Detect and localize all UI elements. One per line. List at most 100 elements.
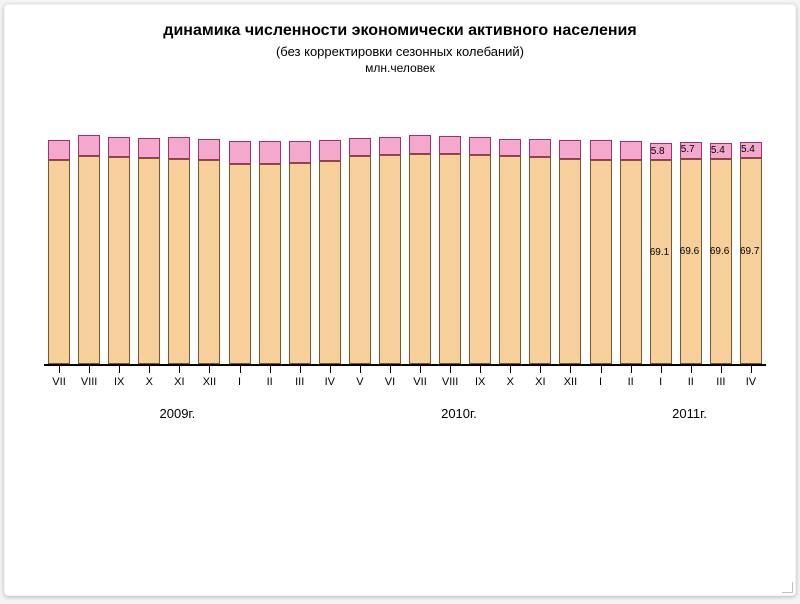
bar-segment-top bbox=[168, 137, 190, 159]
x-tick bbox=[360, 366, 361, 373]
bar-segment-bottom bbox=[138, 158, 160, 364]
bar bbox=[439, 136, 461, 364]
bar-segment-top bbox=[409, 135, 431, 154]
x-tick bbox=[691, 366, 692, 373]
bar-segment-top bbox=[229, 141, 251, 164]
x-axis-label: VII bbox=[44, 376, 74, 388]
x-axis-label: V bbox=[345, 376, 375, 388]
x-axis-label: I bbox=[646, 376, 676, 388]
chart-header: динамика численности экономически активн… bbox=[4, 22, 796, 75]
x-axis-label: X bbox=[495, 376, 525, 388]
bar-segment-bottom bbox=[469, 155, 491, 364]
bar bbox=[198, 139, 220, 364]
x-tick bbox=[661, 366, 662, 373]
x-tick bbox=[270, 366, 271, 373]
x-axis-label: XII bbox=[194, 376, 224, 388]
bar-segment-bottom bbox=[650, 160, 672, 364]
bar-segment-top bbox=[138, 138, 160, 159]
bar bbox=[379, 137, 401, 364]
x-axis-label: I bbox=[225, 376, 255, 388]
x-tick bbox=[450, 366, 451, 373]
x-tick bbox=[89, 366, 90, 373]
bar-segment-top bbox=[198, 139, 220, 160]
bar-segment-top bbox=[289, 141, 311, 163]
bar bbox=[409, 135, 431, 364]
bar-segment-top bbox=[499, 139, 521, 156]
bar bbox=[590, 140, 612, 364]
year-labels-row: 2009г.2010г.2011г. bbox=[44, 406, 766, 428]
bar-segment-top bbox=[319, 140, 341, 161]
x-axis-label: III bbox=[285, 376, 315, 388]
bar-segment-top bbox=[108, 137, 130, 157]
x-axis-label: VI bbox=[375, 376, 405, 388]
x-tick bbox=[721, 366, 722, 373]
bar-segment-top bbox=[740, 142, 762, 158]
chart-units: млн.человек bbox=[4, 61, 796, 75]
bar-segment-top bbox=[590, 140, 612, 160]
bar-segment-bottom bbox=[48, 160, 70, 364]
x-tick bbox=[480, 366, 481, 373]
bar bbox=[710, 143, 732, 364]
x-axis-label: VII bbox=[405, 376, 435, 388]
x-axis-label: I bbox=[586, 376, 616, 388]
x-tick bbox=[119, 366, 120, 373]
x-tick bbox=[751, 366, 752, 373]
x-tick bbox=[330, 366, 331, 373]
bar-segment-bottom bbox=[78, 156, 100, 364]
year-label: 2010г. bbox=[441, 406, 477, 421]
x-tick bbox=[209, 366, 210, 373]
x-axis-label: X bbox=[134, 376, 164, 388]
bar bbox=[108, 137, 130, 364]
bar bbox=[78, 135, 100, 364]
x-tick bbox=[59, 366, 60, 373]
bar-segment-bottom bbox=[229, 164, 251, 364]
bar-segment-bottom bbox=[108, 157, 130, 364]
bar-segment-bottom bbox=[198, 160, 220, 364]
bar-segment-bottom bbox=[439, 154, 461, 364]
bar-segment-bottom bbox=[710, 159, 732, 364]
bar bbox=[349, 138, 371, 364]
x-axis-label: IX bbox=[104, 376, 134, 388]
x-axis-label: XI bbox=[525, 376, 555, 388]
bar bbox=[289, 141, 311, 364]
x-axis-label: IV bbox=[315, 376, 345, 388]
bar-segment-bottom bbox=[379, 155, 401, 364]
x-tick bbox=[601, 366, 602, 373]
x-tick bbox=[631, 366, 632, 373]
x-axis-label: II bbox=[255, 376, 285, 388]
bar bbox=[259, 141, 281, 364]
bar-segment-top bbox=[379, 137, 401, 155]
bar-segment-bottom bbox=[559, 159, 581, 364]
x-axis-label: XI bbox=[164, 376, 194, 388]
bar bbox=[168, 137, 190, 364]
x-axis-label: III bbox=[706, 376, 736, 388]
bar-segment-top bbox=[559, 140, 581, 158]
x-axis-label: VIII bbox=[435, 376, 465, 388]
year-label: 2011г. bbox=[672, 406, 707, 421]
bar-segment-bottom bbox=[319, 161, 341, 364]
bar bbox=[469, 137, 491, 364]
bar bbox=[680, 142, 702, 364]
x-axis-label: IV bbox=[736, 376, 766, 388]
x-axis-label: IX bbox=[465, 376, 495, 388]
bar-segment-bottom bbox=[409, 154, 431, 364]
bar-segment-bottom bbox=[349, 156, 371, 364]
chart-subtitle: (без корректировки сезонных колебаний) bbox=[4, 44, 796, 59]
x-tick bbox=[540, 366, 541, 373]
bar-segment-bottom bbox=[680, 159, 702, 364]
x-axis-label: XII bbox=[555, 376, 585, 388]
bar-segment-top bbox=[349, 138, 371, 157]
bar-segment-top bbox=[48, 140, 70, 161]
bar-segment-top bbox=[680, 142, 702, 159]
bar-segment-bottom bbox=[499, 156, 521, 364]
x-axis-labels: VIIVIIIIXXXIXIIIIIIIIIVVVIVIIVIIIIXXXIXI… bbox=[44, 374, 766, 392]
x-tick bbox=[570, 366, 571, 373]
x-tick bbox=[179, 366, 180, 373]
bar bbox=[499, 139, 521, 364]
x-tick bbox=[149, 366, 150, 373]
bar-segment-bottom bbox=[259, 164, 281, 364]
x-axis-label: II bbox=[676, 376, 706, 388]
x-tick bbox=[390, 366, 391, 373]
bar bbox=[650, 143, 672, 364]
bar bbox=[529, 139, 551, 364]
